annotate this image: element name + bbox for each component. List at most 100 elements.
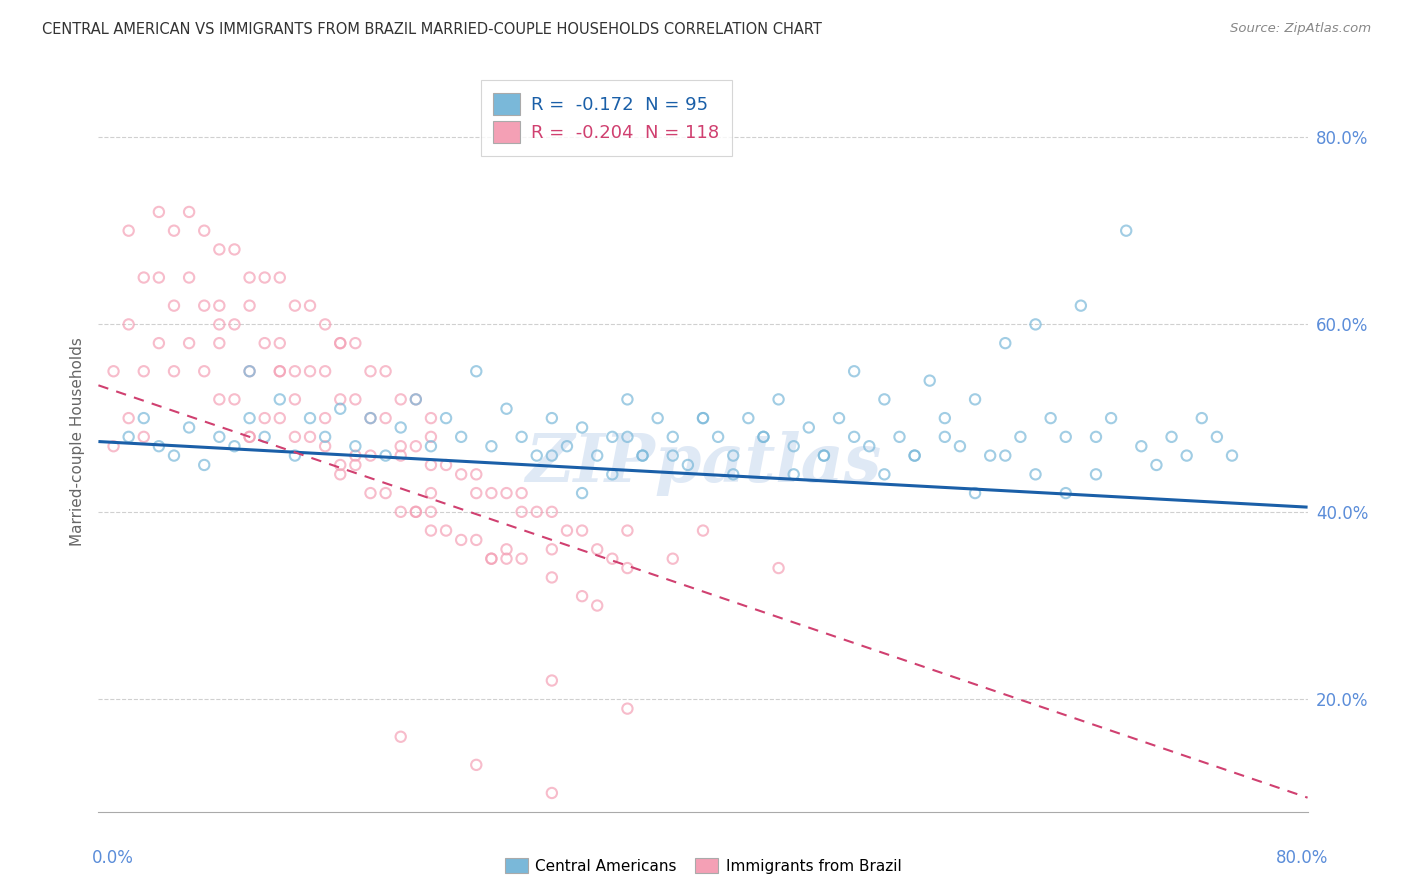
Y-axis label: Married-couple Households: Married-couple Households <box>69 337 84 546</box>
Point <box>224 439 246 453</box>
Point <box>314 411 336 425</box>
Point <box>1054 486 1077 500</box>
Legend: Central Americans, Immigrants from Brazil: Central Americans, Immigrants from Brazi… <box>499 852 907 880</box>
Point <box>465 486 488 500</box>
Point <box>163 224 186 238</box>
Point <box>299 364 322 378</box>
Point <box>132 270 155 285</box>
Point <box>1206 430 1229 444</box>
Point <box>253 430 276 444</box>
Point <box>571 589 593 603</box>
Point <box>239 299 262 313</box>
Point <box>540 542 562 557</box>
Point <box>253 336 276 351</box>
Point <box>148 205 170 219</box>
Point <box>360 449 382 463</box>
Point <box>994 336 1017 351</box>
Point <box>965 392 987 407</box>
Point <box>314 318 336 332</box>
Text: CENTRAL AMERICAN VS IMMIGRANTS FROM BRAZIL MARRIED-COUPLE HOUSEHOLDS CORRELATION: CENTRAL AMERICAN VS IMMIGRANTS FROM BRAZ… <box>42 22 823 37</box>
Point <box>465 364 488 378</box>
Point <box>752 430 775 444</box>
Point <box>465 533 488 547</box>
Point <box>118 411 141 425</box>
Point <box>1039 411 1062 425</box>
Point <box>1054 430 1077 444</box>
Point <box>208 430 231 444</box>
Point <box>647 411 669 425</box>
Point <box>692 411 714 425</box>
Point <box>132 364 155 378</box>
Point <box>844 364 866 378</box>
Point <box>420 439 443 453</box>
Point <box>360 411 382 425</box>
Point <box>465 757 488 772</box>
Point <box>405 392 427 407</box>
Point <box>481 439 503 453</box>
Point <box>420 430 443 444</box>
Point <box>284 449 307 463</box>
Point <box>103 439 125 453</box>
Text: 80.0%: 80.0% <box>1277 849 1329 867</box>
Point <box>224 243 246 257</box>
Point <box>179 420 201 434</box>
Point <box>1220 449 1243 463</box>
Point <box>239 430 262 444</box>
Point <box>631 449 654 463</box>
Point <box>510 551 533 566</box>
Point <box>555 524 578 538</box>
Point <box>450 430 472 444</box>
Point <box>481 551 503 566</box>
Text: 0.0%: 0.0% <box>91 849 134 867</box>
Point <box>208 243 231 257</box>
Point <box>329 336 352 351</box>
Point <box>979 449 1001 463</box>
Point <box>434 411 457 425</box>
Point <box>586 599 609 613</box>
Point <box>253 270 276 285</box>
Point <box>783 467 806 482</box>
Point <box>344 458 367 472</box>
Point <box>1144 458 1167 472</box>
Point <box>360 411 382 425</box>
Point <box>965 486 987 500</box>
Point <box>148 270 170 285</box>
Point <box>813 449 835 463</box>
Point <box>132 430 155 444</box>
Point <box>420 486 443 500</box>
Point <box>540 570 562 584</box>
Point <box>299 411 322 425</box>
Point <box>768 561 790 575</box>
Point <box>768 392 790 407</box>
Point <box>540 786 562 800</box>
Point <box>118 430 141 444</box>
Point <box>374 449 396 463</box>
Point <box>314 364 336 378</box>
Point <box>450 533 472 547</box>
Point <box>269 270 291 285</box>
Point <box>269 392 291 407</box>
Point <box>723 467 745 482</box>
Point <box>344 392 367 407</box>
Point <box>1099 411 1122 425</box>
Point <box>661 449 683 463</box>
Point <box>918 374 941 388</box>
Point <box>374 364 396 378</box>
Point <box>1024 467 1046 482</box>
Point <box>389 420 412 434</box>
Point <box>163 299 186 313</box>
Point <box>374 486 396 500</box>
Point <box>224 392 246 407</box>
Point <box>329 401 352 416</box>
Point <box>1175 449 1198 463</box>
Point <box>179 336 201 351</box>
Point <box>450 467 472 482</box>
Point <box>783 439 806 453</box>
Point <box>602 430 624 444</box>
Point <box>405 505 427 519</box>
Point <box>616 392 638 407</box>
Point <box>269 411 291 425</box>
Point <box>540 505 562 519</box>
Point <box>676 458 699 472</box>
Point <box>179 270 201 285</box>
